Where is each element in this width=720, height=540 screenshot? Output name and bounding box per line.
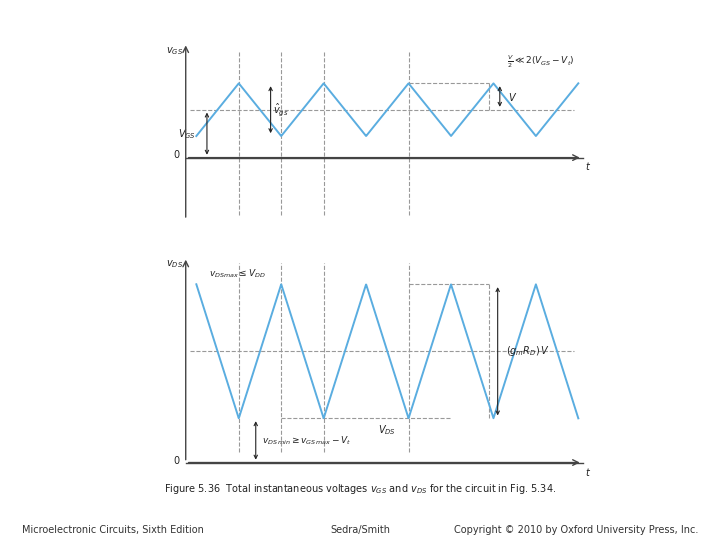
Text: $v_{DSmax} \leq V_{DD}$: $v_{DSmax} \leq V_{DD}$: [209, 267, 266, 280]
Text: 0: 0: [174, 456, 179, 466]
Text: Figure 5.36  Total instantaneous voltages $v_{GS}$ and $v_{DS}$ for the circuit : Figure 5.36 Total instantaneous voltages…: [164, 482, 556, 496]
Text: $t$: $t$: [585, 465, 591, 477]
Text: $\hat{v}_{gs}$: $\hat{v}_{gs}$: [273, 102, 288, 118]
Text: Microelectronic Circuits, Sixth Edition: Microelectronic Circuits, Sixth Edition: [22, 524, 204, 535]
Text: $v_{DS\,min} \geq v_{GS\,max} - V_t$: $v_{DS\,min} \geq v_{GS\,max} - V_t$: [262, 434, 351, 447]
Text: Copyright © 2010 by Oxford University Press, Inc.: Copyright © 2010 by Oxford University Pr…: [454, 524, 698, 535]
Text: $\frac{V}{2} \ll 2(V_{GS}-V_t)$: $\frac{V}{2} \ll 2(V_{GS}-V_t)$: [506, 53, 574, 70]
Text: $V_{DS}$: $V_{DS}$: [378, 423, 396, 437]
Text: $v_{GS}$: $v_{GS}$: [166, 45, 184, 57]
Text: $(g_m R_D)\,V$: $(g_m R_D)\,V$: [506, 345, 550, 359]
Text: Sedra/Smith: Sedra/Smith: [330, 524, 390, 535]
Text: 0: 0: [174, 150, 179, 160]
Text: $v_{DS}$: $v_{DS}$: [166, 258, 184, 270]
Text: $t$: $t$: [585, 160, 591, 172]
Text: $V$: $V$: [508, 91, 518, 103]
Text: $V_{GS}$: $V_{GS}$: [179, 127, 197, 140]
